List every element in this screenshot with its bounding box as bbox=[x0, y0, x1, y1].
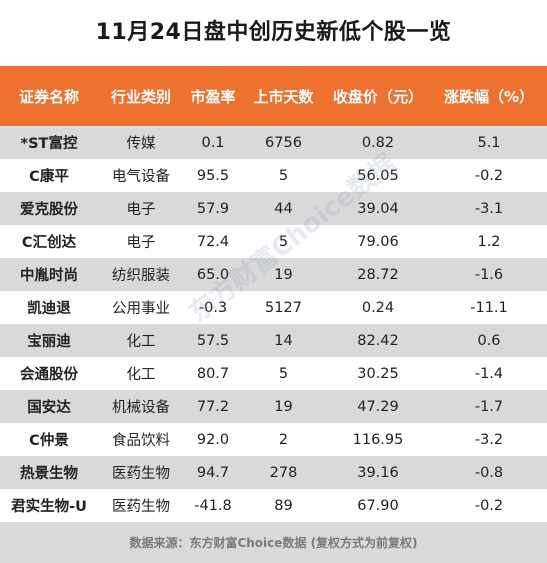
cell-industry: 公用事业 bbox=[112, 301, 170, 317]
cell-security-name: 国安达 bbox=[27, 400, 71, 416]
cell-pe-ratio: 65.0 bbox=[196, 266, 230, 283]
table-header: 证券名称 行业类别 市盈率 上市天数 收盘价（元） 涨跌幅（%） bbox=[0, 66, 547, 126]
table-row: 爱克股份 电子 57.9 44 39.04 -3.1 bbox=[0, 192, 547, 225]
cell-pe-ratio: -0.3 bbox=[198, 299, 228, 316]
cell-listing-days: 5 bbox=[278, 365, 289, 382]
cell-security-name: 会通股份 bbox=[20, 367, 78, 383]
cell-industry: 化工 bbox=[126, 334, 156, 350]
cell-security-name: *ST富控 bbox=[20, 136, 78, 152]
table-row: 宝丽迪 化工 57.5 14 82.42 0.6 bbox=[0, 324, 547, 357]
table-row: *ST富控 传媒 0.1 6756 0.82 5.1 bbox=[0, 126, 547, 159]
cell-listing-days: 278 bbox=[269, 464, 298, 481]
cell-listing-days: 5127 bbox=[265, 299, 302, 316]
cell-pe-ratio: 94.7 bbox=[196, 464, 230, 481]
cell-security-name: C仲景 bbox=[29, 433, 69, 449]
cell-industry: 电子 bbox=[126, 235, 156, 251]
cell-change-pct: -3.2 bbox=[474, 431, 504, 448]
cell-pe-ratio: 80.7 bbox=[196, 365, 230, 382]
table-row: 中胤时尚 纺织服装 65.0 19 28.72 -1.6 bbox=[0, 258, 547, 291]
header-listing-days: 上市天数 bbox=[253, 87, 314, 106]
table-body: *ST富控 传媒 0.1 6756 0.82 5.1 C康平 电气设备 95.5 5 56.05 -0… bbox=[0, 126, 547, 522]
cell-close-price: 47.29 bbox=[357, 398, 399, 415]
page-title: 11月24日盘中创历史新低个股一览 bbox=[95, 20, 452, 45]
cell-close-price: 79.06 bbox=[357, 233, 399, 250]
cell-security-name: 爱克股份 bbox=[20, 202, 78, 218]
cell-change-pct: -1.4 bbox=[474, 365, 504, 382]
cell-listing-days: 89 bbox=[274, 497, 293, 514]
cell-close-price: 0.24 bbox=[361, 299, 395, 316]
header-close-price: 收盘价（元） bbox=[332, 87, 423, 106]
header-industry: 行业类别 bbox=[110, 87, 171, 106]
cell-close-price: 82.42 bbox=[357, 332, 399, 349]
cell-close-price: 39.04 bbox=[357, 200, 399, 217]
cell-close-price: 56.05 bbox=[357, 167, 399, 184]
header-pe-ratio: 市盈率 bbox=[190, 87, 236, 106]
cell-close-price: 0.82 bbox=[361, 134, 395, 151]
cell-close-price: 28.72 bbox=[357, 266, 399, 283]
data-source-note: 数据来源：东方财富Choice数据 (复权方式为前复权) bbox=[0, 522, 547, 563]
cell-change-pct: -3.1 bbox=[474, 200, 504, 217]
cell-change-pct: 5.1 bbox=[477, 134, 501, 151]
table-row: 国安达 机械设备 77.2 19 47.29 -1.7 bbox=[0, 390, 547, 423]
cell-listing-days: 19 bbox=[274, 398, 293, 415]
table-row: 君实生物-U 医药生物 -41.8 89 67.90 -0.2 bbox=[0, 489, 547, 522]
cell-pe-ratio: 57.9 bbox=[196, 200, 230, 217]
cell-industry: 纺织服装 bbox=[112, 268, 170, 284]
cell-change-pct: -1.6 bbox=[474, 266, 504, 283]
cell-close-price: 30.25 bbox=[357, 365, 399, 382]
cell-industry: 电子 bbox=[126, 202, 156, 218]
cell-change-pct: -0.2 bbox=[474, 167, 504, 184]
cell-pe-ratio: 0.1 bbox=[201, 134, 225, 151]
cell-listing-days: 5 bbox=[278, 167, 289, 184]
cell-change-pct: -0.8 bbox=[474, 464, 504, 481]
cell-close-price: 67.90 bbox=[357, 497, 399, 514]
cell-pe-ratio: 92.0 bbox=[196, 431, 230, 448]
cell-pe-ratio: 57.5 bbox=[196, 332, 230, 349]
cell-industry: 食品饮料 bbox=[112, 433, 170, 449]
cell-close-price: 39.16 bbox=[357, 464, 399, 481]
cell-security-name: 中胤时尚 bbox=[20, 268, 78, 284]
cell-change-pct: 1.2 bbox=[477, 233, 501, 250]
cell-industry: 机械设备 bbox=[112, 400, 170, 416]
cell-security-name: C康平 bbox=[29, 169, 69, 185]
table-row: 凯迪退 公用事业 -0.3 5127 0.24 -11.1 bbox=[0, 291, 547, 324]
cell-pe-ratio: 95.5 bbox=[196, 167, 230, 184]
table-row: C仲景 食品饮料 92.0 2 116.95 -3.2 bbox=[0, 423, 547, 456]
cell-pe-ratio: 77.2 bbox=[196, 398, 230, 415]
cell-industry: 医药生物 bbox=[112, 466, 170, 482]
cell-security-name: 君实生物-U bbox=[11, 499, 87, 515]
cell-security-name: 凯迪退 bbox=[27, 301, 71, 317]
cell-close-price: 116.95 bbox=[352, 431, 404, 448]
cell-listing-days: 19 bbox=[274, 266, 293, 283]
cell-change-pct: 0.6 bbox=[477, 332, 501, 349]
cell-listing-days: 5 bbox=[278, 233, 289, 250]
cell-security-name: 热景生物 bbox=[20, 466, 78, 482]
cell-industry: 电气设备 bbox=[112, 169, 170, 185]
cell-industry: 传媒 bbox=[126, 136, 156, 152]
table-row: C汇创达 电子 72.4 5 79.06 1.2 bbox=[0, 225, 547, 258]
cell-listing-days: 44 bbox=[274, 200, 293, 217]
cell-listing-days: 2 bbox=[278, 431, 289, 448]
cell-security-name: C汇创达 bbox=[21, 235, 77, 251]
table-row: 热景生物 医药生物 94.7 278 39.16 -0.8 bbox=[0, 456, 547, 489]
header-change-pct: 涨跌幅（%） bbox=[443, 87, 535, 106]
cell-change-pct: -0.2 bbox=[474, 497, 504, 514]
header-security-name: 证券名称 bbox=[18, 87, 79, 106]
cell-industry: 医药生物 bbox=[112, 499, 170, 515]
cell-change-pct: -11.1 bbox=[470, 299, 508, 316]
cell-pe-ratio: -41.8 bbox=[194, 497, 232, 514]
cell-listing-days: 6756 bbox=[265, 134, 302, 151]
table-row: C康平 电气设备 95.5 5 56.05 -0.2 bbox=[0, 159, 547, 192]
cell-listing-days: 14 bbox=[274, 332, 293, 349]
cell-security-name: 宝丽迪 bbox=[27, 334, 71, 350]
cell-industry: 化工 bbox=[126, 367, 156, 383]
table-row: 会通股份 化工 80.7 5 30.25 -1.4 bbox=[0, 357, 547, 390]
cell-pe-ratio: 72.4 bbox=[196, 233, 230, 250]
cell-change-pct: -1.7 bbox=[474, 398, 504, 415]
